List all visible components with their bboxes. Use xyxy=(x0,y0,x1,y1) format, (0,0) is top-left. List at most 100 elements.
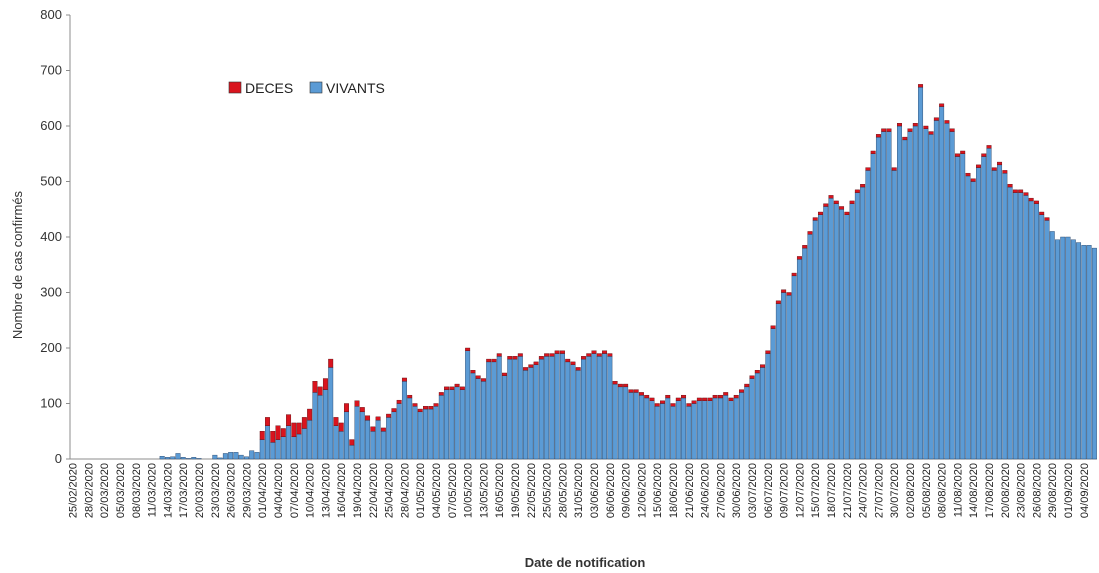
bar-deces xyxy=(380,427,386,432)
bar-vivants xyxy=(396,403,402,460)
bar-deces xyxy=(739,389,744,393)
bar-deces xyxy=(702,397,708,401)
bar-vivants xyxy=(612,383,618,460)
bar-vivants xyxy=(786,295,792,460)
bar-vivants xyxy=(296,433,302,460)
bar-deces xyxy=(359,407,365,413)
x-tick-label: 27/07/2020 xyxy=(873,463,885,518)
bar-deces xyxy=(386,413,392,418)
bar-deces xyxy=(1028,197,1034,202)
bar-vivants xyxy=(986,147,992,460)
bar-vivants xyxy=(1023,195,1029,460)
x-tick-label: 28/04/2020 xyxy=(399,463,411,518)
x-tick-label: 10/05/2020 xyxy=(463,463,475,518)
bar-vivants xyxy=(728,400,734,460)
bar-deces xyxy=(754,370,760,374)
y-tick-label: 300 xyxy=(40,285,62,300)
bar-deces xyxy=(507,356,513,360)
bar-deces xyxy=(839,206,845,210)
x-tick-label: 14/03/2020 xyxy=(162,463,174,518)
x-tick-label: 21/06/2020 xyxy=(684,463,696,518)
x-tick-label: 07/05/2020 xyxy=(447,463,459,518)
bar-vivants xyxy=(1018,192,1024,460)
bar-vivants xyxy=(691,403,697,460)
bar-vivants xyxy=(559,353,565,460)
bar-vivants xyxy=(1076,242,1082,460)
bar-vivants xyxy=(665,397,671,460)
x-tick-label: 11/03/2020 xyxy=(147,463,159,517)
bar-vivants xyxy=(828,197,834,460)
bar-deces xyxy=(1018,189,1024,193)
x-tick-label: 23/08/2020 xyxy=(1016,463,1028,518)
bar-vivants xyxy=(607,356,613,460)
bar-vivants xyxy=(344,411,349,460)
bar-vivants xyxy=(1012,192,1018,460)
bar-deces xyxy=(912,123,918,127)
bar-vivants xyxy=(1081,245,1087,460)
bar-deces xyxy=(328,358,334,368)
bar-vivants xyxy=(918,86,924,460)
bar-deces xyxy=(875,134,881,138)
bar-vivants xyxy=(818,214,823,460)
bar-deces xyxy=(775,300,781,304)
x-tick-label: 09/06/2020 xyxy=(621,463,633,518)
bar-deces xyxy=(296,422,302,435)
bar-vivants xyxy=(875,136,881,460)
x-tick-label: 16/05/2020 xyxy=(494,463,506,518)
bar-vivants xyxy=(886,131,892,460)
bar-deces xyxy=(628,389,634,393)
bar-vivants xyxy=(533,364,539,460)
x-tick-label: 02/03/2020 xyxy=(99,463,111,518)
x-axis-title: Date de notification xyxy=(525,555,646,570)
bar-deces xyxy=(791,272,797,277)
bar-vivants xyxy=(1091,247,1097,460)
bar-deces xyxy=(865,167,871,171)
bar-deces xyxy=(781,289,787,293)
x-tick-label: 25/02/2020 xyxy=(68,463,80,518)
x-tick-label: 13/05/2020 xyxy=(478,463,490,518)
x-tick-label: 19/05/2020 xyxy=(510,463,522,518)
bar-deces xyxy=(823,203,829,207)
bar-deces xyxy=(818,211,823,216)
bar-vivants xyxy=(912,125,918,460)
bars xyxy=(159,84,1097,460)
x-tick-label: 31/05/2020 xyxy=(573,463,585,518)
bar-vivants xyxy=(965,175,971,460)
bar-vivants xyxy=(602,353,608,460)
x-tick-label: 05/03/2020 xyxy=(115,463,127,518)
bar-vivants xyxy=(423,408,428,460)
bar-vivants xyxy=(1055,239,1060,460)
bar-vivants xyxy=(902,139,908,460)
bar-vivants xyxy=(412,406,418,460)
x-tick-label: 26/08/2020 xyxy=(1031,463,1043,518)
bar-deces xyxy=(802,245,808,249)
bar-vivants xyxy=(465,350,471,460)
bar-vivants xyxy=(807,234,813,460)
bar-vivants xyxy=(907,131,913,460)
bar-deces xyxy=(1023,192,1029,196)
x-tick-label: 24/06/2020 xyxy=(700,463,712,518)
bar-deces xyxy=(1012,189,1018,193)
bar-deces xyxy=(517,353,523,357)
x-tick-label: 08/08/2020 xyxy=(937,463,949,518)
x-tick-label: 22/04/2020 xyxy=(368,463,380,518)
bar-deces xyxy=(275,425,281,440)
legend: DECES VIVANTS xyxy=(228,80,385,96)
x-tick-label: 28/05/2020 xyxy=(557,463,569,518)
bar-deces xyxy=(665,394,671,399)
bar-deces xyxy=(675,397,681,401)
bar-vivants xyxy=(681,397,687,460)
bar-vivants xyxy=(322,389,328,460)
bar-vivants xyxy=(317,394,323,460)
bar-vivants xyxy=(949,131,955,460)
x-tick-label: 30/06/2020 xyxy=(731,463,743,518)
legend-swatch-vivants xyxy=(309,81,323,94)
legend-swatch-deces xyxy=(228,81,242,94)
bar-deces xyxy=(770,325,776,329)
bar-deces xyxy=(886,128,892,132)
bar-deces xyxy=(617,383,623,388)
bar-vivants xyxy=(249,450,255,460)
bar-vivants xyxy=(839,209,845,460)
bar-vivants xyxy=(1049,231,1055,460)
